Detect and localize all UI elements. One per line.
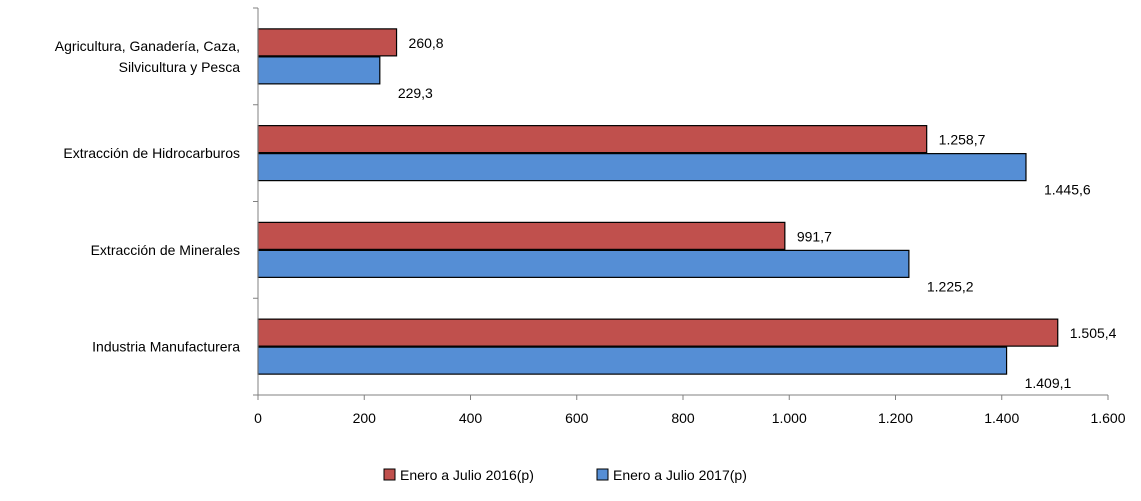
legend-label-2: Enero a Julio 2017(p) [613,467,747,483]
category-label-2: Extracción de Hidrocarburos [63,145,240,161]
x-tick-label-5: 800 [671,410,695,426]
data-label-1-3: 991,7 [797,228,832,244]
category-label-1-line-2: Silvicultura y Pesca [119,59,241,75]
data-label-2-4: 1.409,1 [1025,375,1072,391]
bar-2-4 [257,346,1008,375]
x-tick-label-1: 0 [254,410,262,426]
data-label-2-1: 229,3 [398,85,433,101]
x-tick-label-2: 200 [353,410,377,426]
data-label-1-2: 1.258,7 [939,132,986,148]
legend-swatch-2 [596,468,609,481]
x-tick-label-7: 1.200 [878,410,913,426]
bars-group [257,28,1059,375]
legend-swatch-1 [383,468,396,481]
category-label-3: Extracción de Minerales [91,242,240,258]
bar-2-3 [257,249,910,278]
bar-2-2 [257,153,1027,182]
bar-1-2 [257,125,928,154]
data-label-1-1: 260,8 [409,35,444,51]
axes-group [253,7,1109,400]
bar-1-3 [257,221,786,250]
x-tick-label-6: 1.000 [772,410,807,426]
category-labels: Agricultura, Ganadería, Caza, Silvicultur… [55,38,240,355]
data-label-1-4: 1.505,4 [1070,325,1117,341]
data-label-2-3: 1.225,2 [927,278,974,294]
x-tick-label-8: 1.400 [984,410,1019,426]
bar-1-1 [257,28,398,57]
legend: Enero a Julio 2016(p) Enero a Julio 2017(… [383,467,747,483]
x-tick-label-3: 400 [459,410,483,426]
category-label-4: Industria Manufacturera [92,339,240,355]
bar-1-4 [257,318,1059,347]
x-tick-label-4: 600 [565,410,589,426]
data-label-2-2: 1.445,6 [1044,182,1091,198]
legend-label-1: Enero a Julio 2016(p) [400,467,534,483]
x-tick-label-9: 1.600 [1090,410,1125,426]
category-label-1-line-1: Agricultura, Ganadería, Caza, [55,38,240,54]
bar-2-1 [257,56,381,85]
tick-labels: 0 200 400 600 800 1.000 1.200 1.400 1.600 [254,410,1126,426]
data-labels: 260,8 229,3 1.258,7 1.445,6 991,7 1.225,2 1.50… [398,35,1117,391]
